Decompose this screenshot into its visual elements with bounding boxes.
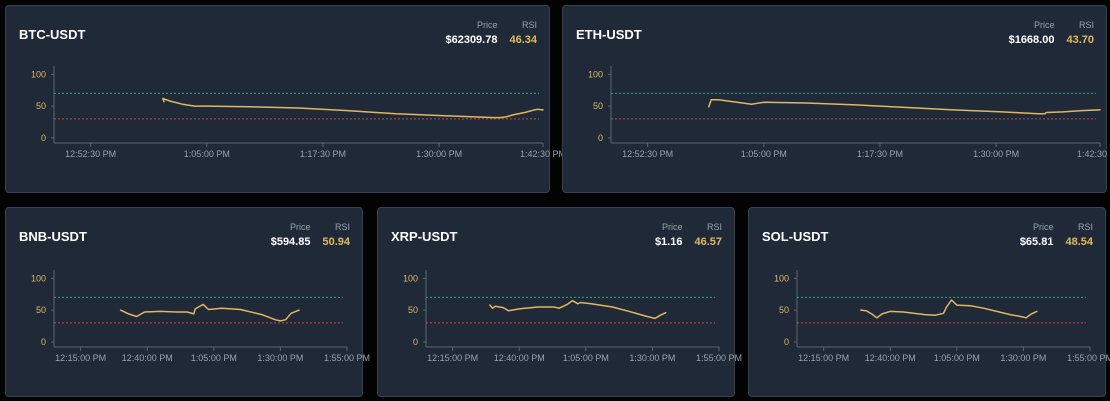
rsi-value: 50.94 xyxy=(322,236,350,248)
x-tick-label: 1:55:00 PM xyxy=(1067,353,1110,363)
x-tick-label: 12:40:00 PM xyxy=(122,353,173,363)
x-tick-label: 1:30:00 PM xyxy=(416,149,462,159)
x-tick-label: 12:40:00 PM xyxy=(865,353,916,363)
stats-block: Price $65.81 RSI 48.54 xyxy=(1020,222,1093,248)
rsi-label: RSI xyxy=(706,222,722,232)
price-value: $1.16 xyxy=(654,236,683,248)
y-tick-label: 50 xyxy=(593,101,603,111)
price-label: Price xyxy=(289,222,311,232)
rsi-value: 46.34 xyxy=(509,34,537,46)
price-label: Price xyxy=(1032,222,1054,232)
y-tick-label: 50 xyxy=(408,305,418,315)
stats-block: Price $594.85 RSI 50.94 xyxy=(271,222,350,248)
x-tick-label: 1:42:30 PM xyxy=(520,149,566,159)
symbol-title: XRP-USDT xyxy=(391,229,458,244)
rsi-line xyxy=(708,99,1101,115)
x-tick-label: 1:05:00 PM xyxy=(934,353,980,363)
y-tick-label: 100 xyxy=(31,273,46,283)
price-value: $65.81 xyxy=(1019,236,1054,248)
rsi-label: RSI xyxy=(1077,222,1093,232)
rsi-label: RSI xyxy=(334,222,350,232)
stats-block: Price $1.16 RSI 46.57 xyxy=(655,222,722,248)
symbol-title: SOL-USDT xyxy=(762,229,829,244)
x-tick-label: 1:05:00 PM xyxy=(563,353,609,363)
y-tick-label: 0 xyxy=(784,337,789,347)
symbol-title: BTC-USDT xyxy=(19,27,86,42)
y-tick-label: 50 xyxy=(36,101,46,111)
rsi-label: RSI xyxy=(1078,20,1094,30)
x-tick-label: 1:17:30 PM xyxy=(857,149,903,159)
y-tick-label: 100 xyxy=(774,273,789,283)
x-tick-label: 12:40:00 PM xyxy=(494,353,545,363)
x-tick-label: 1:05:00 PM xyxy=(191,353,237,363)
symbol-title: BNB-USDT xyxy=(19,229,87,244)
rsi-label: RSI xyxy=(521,20,537,30)
rsi-line xyxy=(489,299,667,320)
x-tick-label: 12:15:00 PM xyxy=(798,353,849,363)
btc-card: BTC-USDT Price $62309.78 RSI 46.34 0 50 10… xyxy=(5,5,566,193)
rsi-value: 48.54 xyxy=(1065,236,1093,248)
y-tick-label: 50 xyxy=(36,305,46,315)
x-tick-label: 1:05:00 PM xyxy=(741,149,787,159)
y-tick-label: 100 xyxy=(588,69,603,79)
x-tick-label: 1:30:00 PM xyxy=(257,353,303,363)
rsi-value: 46.57 xyxy=(694,236,722,248)
x-tick-label: 1:30:00 PM xyxy=(629,353,675,363)
bnb-card: BNB-USDT Price $594.85 RSI 50.94 0 50 100 1… xyxy=(5,207,370,397)
rsi-chart: 0 50 100 12:15:00 PM 12:40:00 PM 1:05:00 PM 1:… xyxy=(774,270,1110,363)
y-tick-label: 0 xyxy=(41,337,46,347)
price-label: Price xyxy=(661,222,683,232)
rsi-chart: 0 50 100 12:52:30 PM 1:05:00 PM 1:17:30 PM 1:3… xyxy=(588,66,1110,159)
rsi-chart: 0 50 100 12:52:30 PM 1:05:00 PM 1:17:30 PM 1:3… xyxy=(31,66,566,159)
x-tick-label: 1:30:00 PM xyxy=(973,149,1019,159)
stats-block: Price $62309.78 RSI 46.34 xyxy=(445,20,537,46)
rsi-value: 43.70 xyxy=(1066,34,1094,46)
eth-card: ETH-USDT Price $1668.00 RSI 43.70 0 50 100… xyxy=(562,5,1110,193)
x-tick-label: 1:55:00 PM xyxy=(324,353,370,363)
rsi-line xyxy=(119,303,300,322)
symbol-title: ETH-USDT xyxy=(576,27,642,42)
rsi-line xyxy=(162,97,544,119)
y-tick-label: 100 xyxy=(31,69,46,79)
price-label: Price xyxy=(476,20,498,30)
y-tick-label: 0 xyxy=(413,337,418,347)
x-tick-label: 12:52:30 PM xyxy=(65,149,116,159)
rsi-chart: 0 50 100 12:15:00 PM 12:40:00 PM 1:05:00 PM 1:… xyxy=(403,270,742,363)
sol-card: SOL-USDT Price $65.81 RSI 48.54 0 50 100 12… xyxy=(748,207,1110,397)
price-label: Price xyxy=(1033,20,1055,30)
price-value: $1668.00 xyxy=(1008,34,1055,46)
y-tick-label: 100 xyxy=(403,273,418,283)
xrp-card: XRP-USDT Price $1.16 RSI 46.57 0 50 100 12:… xyxy=(377,207,742,397)
rsi-chart: 0 50 100 12:15:00 PM 12:40:00 PM 1:05:00 PM 1:… xyxy=(31,270,370,363)
price-value: $62309.78 xyxy=(445,34,498,46)
y-tick-label: 50 xyxy=(779,305,789,315)
x-tick-label: 1:17:30 PM xyxy=(300,149,346,159)
x-tick-label: 1:42:30 PM xyxy=(1077,149,1110,159)
y-tick-label: 0 xyxy=(598,133,603,143)
x-tick-label: 1:55:00 PM xyxy=(696,353,742,363)
y-tick-label: 0 xyxy=(41,133,46,143)
x-tick-label: 12:15:00 PM xyxy=(55,353,106,363)
price-value: $594.85 xyxy=(270,236,311,248)
x-tick-label: 12:15:00 PM xyxy=(427,353,478,363)
stats-block: Price $1668.00 RSI 43.70 xyxy=(1009,20,1094,46)
x-tick-label: 1:05:00 PM xyxy=(184,149,230,159)
x-tick-label: 12:52:30 PM xyxy=(622,149,673,159)
rsi-line xyxy=(860,299,1038,319)
x-tick-label: 1:30:00 PM xyxy=(1000,353,1046,363)
